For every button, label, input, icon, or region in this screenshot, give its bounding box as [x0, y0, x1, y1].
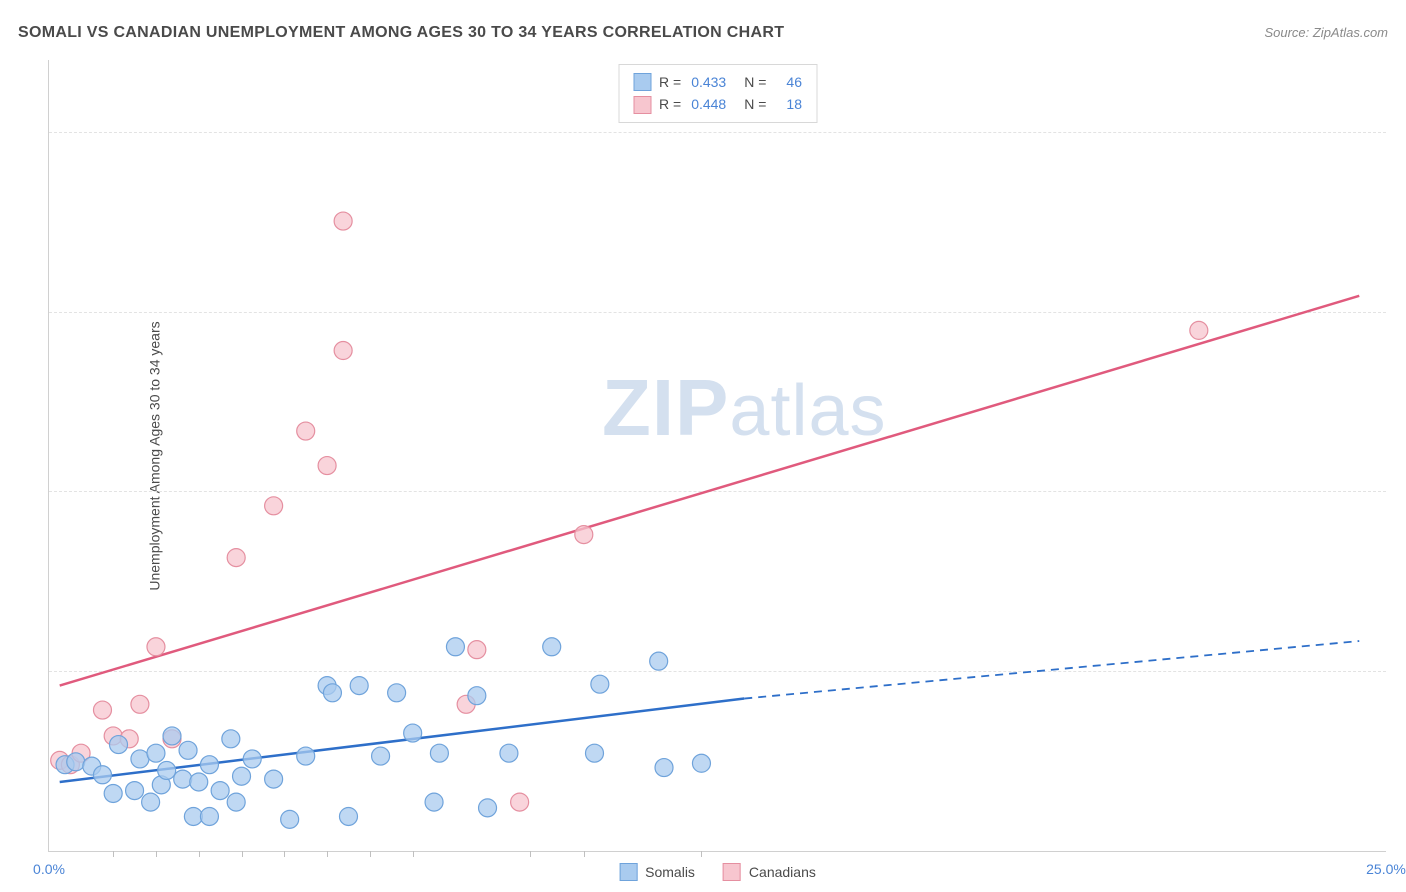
source-attribution: Source: ZipAtlas.com: [1264, 25, 1388, 40]
x-tick-mark: [242, 851, 243, 857]
data-point: [281, 810, 299, 828]
data-point: [104, 784, 122, 802]
data-point: [334, 212, 352, 230]
data-point: [190, 773, 208, 791]
x-tick-mark: [413, 851, 414, 857]
series-legend: Somalis Canadians: [619, 863, 816, 881]
data-point: [404, 724, 422, 742]
data-point: [591, 675, 609, 693]
data-point: [323, 684, 341, 702]
data-point: [585, 744, 603, 762]
swatch-somalis-bottom: [619, 863, 637, 881]
data-point: [142, 793, 160, 811]
x-tick-mark: [327, 851, 328, 857]
data-point: [339, 807, 357, 825]
x-tick-label: 0.0%: [33, 861, 65, 877]
data-point: [126, 782, 144, 800]
data-point: [243, 750, 261, 768]
data-point: [158, 761, 176, 779]
plot-region: ZIPatlas R =0.433 N =46 R =0.448 N =18 S…: [48, 60, 1386, 852]
data-point: [110, 736, 128, 754]
data-point: [163, 727, 181, 745]
data-point: [174, 770, 192, 788]
data-point: [93, 701, 111, 719]
data-point: [1190, 321, 1208, 339]
x-tick-label: 25.0%: [1366, 861, 1406, 877]
data-point: [227, 793, 245, 811]
data-point: [227, 549, 245, 567]
legend-item-canadians: Canadians: [723, 863, 816, 881]
correlation-legend: R =0.433 N =46 R =0.448 N =18: [618, 64, 817, 123]
data-point: [650, 652, 668, 670]
data-point: [211, 782, 229, 800]
data-point: [334, 342, 352, 360]
swatch-somalis: [633, 73, 651, 91]
data-point: [67, 753, 85, 771]
data-point: [468, 687, 486, 705]
data-point: [200, 807, 218, 825]
data-point: [318, 457, 336, 475]
data-point: [265, 497, 283, 515]
data-point: [147, 744, 165, 762]
data-point: [350, 677, 368, 695]
data-point: [655, 759, 673, 777]
data-point: [575, 526, 593, 544]
swatch-canadians-bottom: [723, 863, 741, 881]
data-point: [425, 793, 443, 811]
chart-title: SOMALI VS CANADIAN UNEMPLOYMENT AMONG AG…: [18, 24, 784, 42]
x-tick-mark: [370, 851, 371, 857]
data-point: [184, 807, 202, 825]
data-point: [93, 766, 111, 784]
data-point: [500, 744, 518, 762]
legend-item-somalis: Somalis: [619, 863, 695, 881]
data-point: [479, 799, 497, 817]
data-point: [388, 684, 406, 702]
x-tick-mark: [199, 851, 200, 857]
legend-row-somalis: R =0.433 N =46: [633, 71, 802, 93]
data-point: [131, 750, 149, 768]
scatter-svg: [49, 60, 1386, 851]
trend-line: [744, 641, 1359, 699]
chart-area: Unemployment Among Ages 30 to 34 years Z…: [48, 60, 1386, 852]
data-point: [511, 793, 529, 811]
x-tick-mark: [113, 851, 114, 857]
data-point: [297, 422, 315, 440]
data-point: [468, 641, 486, 659]
trend-line: [60, 296, 1360, 686]
legend-row-canadians: R =0.448 N =18: [633, 93, 802, 115]
header: SOMALI VS CANADIAN UNEMPLOYMENT AMONG AG…: [18, 24, 1388, 42]
swatch-canadians: [633, 96, 651, 114]
data-point: [131, 695, 149, 713]
x-tick-mark: [284, 851, 285, 857]
data-point: [222, 730, 240, 748]
x-tick-mark: [530, 851, 531, 857]
data-point: [430, 744, 448, 762]
x-tick-mark: [584, 851, 585, 857]
data-point: [543, 638, 561, 656]
data-point: [265, 770, 283, 788]
data-point: [233, 767, 251, 785]
data-point: [200, 756, 218, 774]
data-point: [692, 754, 710, 772]
data-point: [179, 741, 197, 759]
data-point: [446, 638, 464, 656]
data-point: [372, 747, 390, 765]
data-point: [147, 638, 165, 656]
data-point: [297, 747, 315, 765]
x-tick-mark: [701, 851, 702, 857]
x-tick-mark: [156, 851, 157, 857]
